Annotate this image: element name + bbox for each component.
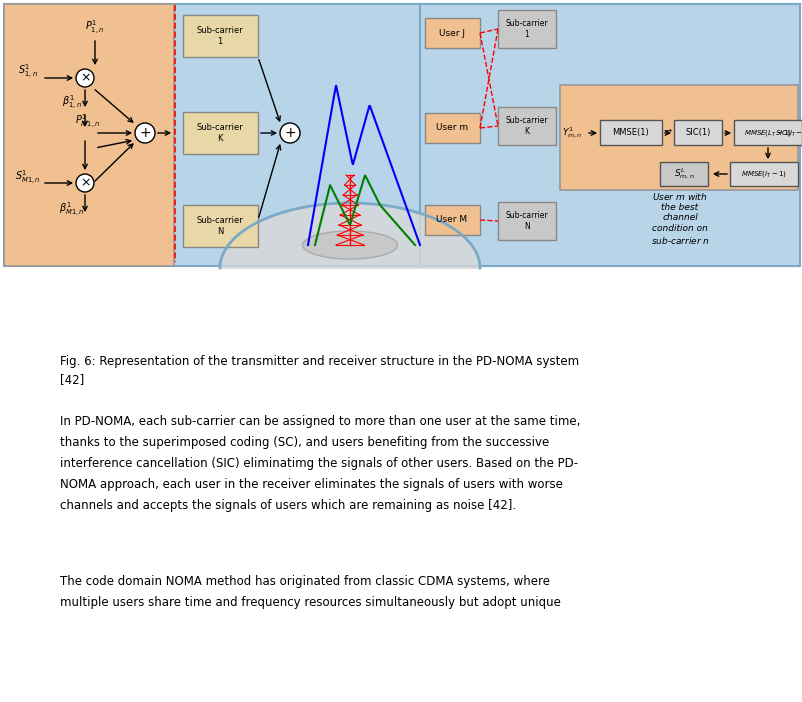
- FancyBboxPatch shape: [559, 85, 797, 190]
- Text: SIC(1): SIC(1): [684, 128, 710, 138]
- FancyBboxPatch shape: [183, 112, 257, 154]
- Text: $MMSE(l_T-1)$: $MMSE(l_T-1)$: [740, 169, 786, 179]
- FancyBboxPatch shape: [497, 107, 555, 145]
- Circle shape: [76, 69, 94, 87]
- Text: $\times$: $\times$: [79, 176, 91, 190]
- Text: $P^1_{M1,n}$: $P^1_{M1,n}$: [75, 113, 100, 131]
- Text: Sub-carrier
N: Sub-carrier N: [196, 216, 243, 236]
- Text: $+$: $+$: [284, 126, 296, 140]
- Text: $\beta^1_{1,n}$: $\beta^1_{1,n}$: [62, 94, 82, 112]
- FancyBboxPatch shape: [729, 162, 797, 186]
- Text: MMSE(1): MMSE(1): [612, 128, 649, 138]
- Text: User M: User M: [436, 216, 467, 225]
- Text: Sub-carrier
K: Sub-carrier K: [196, 124, 243, 143]
- Text: $S^1_{M1,n}$: $S^1_{M1,n}$: [15, 169, 41, 187]
- Text: $\rightarrow$: $\rightarrow$: [662, 126, 672, 135]
- FancyBboxPatch shape: [497, 202, 555, 240]
- Circle shape: [76, 174, 94, 192]
- Text: User $m$ with
the best
channel
condition on
sub-carrier $n$: User $m$ with the best channel condition…: [650, 190, 709, 246]
- Text: $S^L_{m,n}$: $S^L_{m,n}$: [673, 166, 694, 181]
- FancyBboxPatch shape: [659, 162, 707, 186]
- FancyBboxPatch shape: [419, 4, 799, 266]
- Text: $S^1_{1,n}$: $S^1_{1,n}$: [18, 63, 38, 81]
- Text: $Y^1_{m,n}$: $Y^1_{m,n}$: [561, 126, 581, 140]
- Text: $MMSE(L_T-1)$: $MMSE(L_T-1)$: [743, 128, 791, 138]
- Text: Sub-carrier
K: Sub-carrier K: [505, 117, 548, 135]
- Text: The code domain NOMA method has originated from classic CDMA systems, where
mult: The code domain NOMA method has originat…: [60, 575, 560, 609]
- FancyBboxPatch shape: [424, 113, 480, 143]
- Text: $SIC(l_T -$: $SIC(l_T -$: [774, 128, 802, 138]
- Text: $\times$: $\times$: [79, 72, 91, 84]
- FancyBboxPatch shape: [4, 4, 174, 266]
- Text: Fig. 6: Representation of the transmitter and receiver structure in the PD-NOMA : Fig. 6: Representation of the transmitte…: [60, 355, 578, 386]
- Circle shape: [280, 123, 300, 143]
- FancyBboxPatch shape: [733, 120, 801, 145]
- Text: Sub-carrier
1: Sub-carrier 1: [505, 19, 548, 39]
- FancyBboxPatch shape: [599, 120, 661, 145]
- Polygon shape: [220, 203, 480, 268]
- FancyBboxPatch shape: [497, 10, 555, 48]
- Text: User J: User J: [439, 29, 464, 37]
- Text: Sub-carrier
N: Sub-carrier N: [505, 211, 548, 231]
- Text: $\beta^1_{M1,n}$: $\beta^1_{M1,n}$: [59, 201, 85, 219]
- FancyBboxPatch shape: [673, 120, 721, 145]
- Text: In PD-NOMA, each sub-carrier can be assigned to more than one user at the same t: In PD-NOMA, each sub-carrier can be assi…: [60, 415, 580, 512]
- FancyBboxPatch shape: [424, 205, 480, 235]
- Text: $+$: $+$: [139, 126, 151, 140]
- FancyBboxPatch shape: [183, 205, 257, 247]
- Ellipse shape: [302, 231, 397, 259]
- Text: User m: User m: [435, 124, 468, 133]
- FancyBboxPatch shape: [183, 15, 257, 57]
- Text: Sub-carrier
1: Sub-carrier 1: [196, 26, 243, 46]
- Circle shape: [135, 123, 155, 143]
- FancyBboxPatch shape: [4, 4, 799, 266]
- FancyBboxPatch shape: [424, 18, 480, 48]
- Text: $P^1_{1,n}$: $P^1_{1,n}$: [85, 19, 104, 37]
